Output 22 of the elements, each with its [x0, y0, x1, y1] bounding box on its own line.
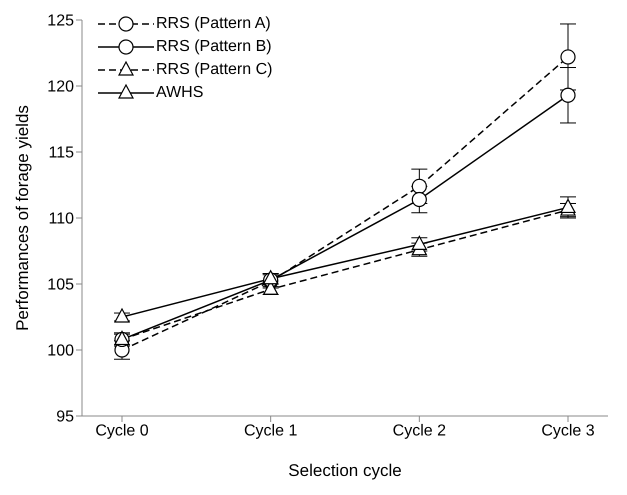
legend-label: RRS (Pattern A): [156, 14, 271, 32]
x-tick-label: Cycle 2: [392, 422, 446, 440]
x-tick-label: Cycle 3: [541, 422, 595, 440]
y-tick-label: 100: [47, 342, 74, 360]
legend-label: AWHS: [156, 84, 204, 102]
x-tick-label: Cycle 1: [244, 422, 298, 440]
y-tick-label: 120: [47, 78, 74, 96]
point: [412, 192, 427, 208]
y-axis-title: Performances of forage yields: [13, 105, 32, 331]
point: [412, 178, 427, 194]
y-tick-label: 95: [56, 408, 74, 426]
y-tick-label: 110: [48, 210, 74, 228]
point: [560, 49, 576, 65]
legend-label: RRS (Pattern B): [156, 38, 272, 56]
y-tick-label: 105: [47, 276, 74, 294]
legend-label: RRS (Pattern C): [156, 60, 272, 78]
point: [114, 308, 130, 323]
y-tick-label: 125: [47, 12, 74, 30]
x-tick-label: Cycle 0: [95, 422, 149, 440]
point: [560, 88, 576, 103]
y-tick-label: 115: [48, 144, 74, 162]
x-axis-title: Selection cycle: [288, 461, 402, 480]
